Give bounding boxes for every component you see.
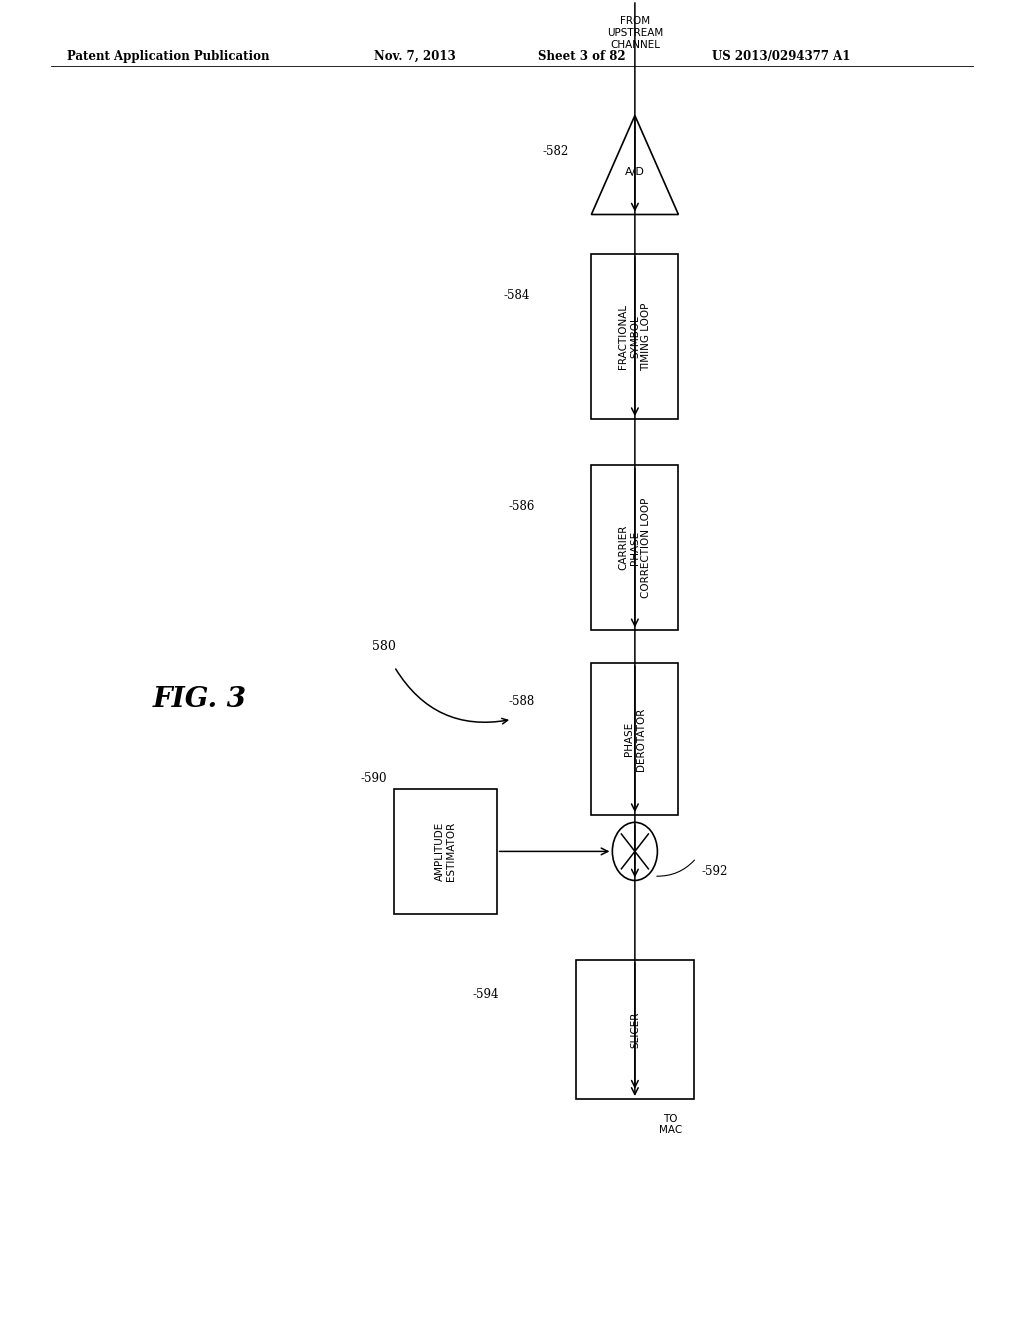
Bar (394, 789, 497, 913)
Polygon shape (592, 116, 678, 214)
Circle shape (612, 822, 657, 880)
Text: AMPLITUDE
ESTIMATOR: AMPLITUDE ESTIMATOR (434, 822, 457, 880)
Bar (592, 663, 678, 814)
Text: TO
MAC: TO MAC (659, 1114, 682, 1135)
Text: -590: -590 (360, 772, 387, 785)
Text: 580: 580 (372, 640, 396, 653)
Text: US 2013/0294377 A1: US 2013/0294377 A1 (712, 50, 850, 63)
Text: Sheet 3 of 82: Sheet 3 of 82 (538, 50, 626, 63)
Text: Nov. 7, 2013: Nov. 7, 2013 (374, 50, 456, 63)
Bar (592, 253, 678, 420)
Text: SLICER: SLICER (630, 1011, 640, 1048)
Text: -588: -588 (509, 694, 535, 708)
Text: CARRIER
PHASE
CORRECTION LOOP: CARRIER PHASE CORRECTION LOOP (618, 498, 651, 598)
Text: -584: -584 (504, 289, 530, 302)
Text: FRACTIONAL
SYMBOL
TIMING LOOP: FRACTIONAL SYMBOL TIMING LOOP (618, 302, 651, 371)
Text: -592: -592 (701, 865, 728, 878)
Text: FROM
UPSTREAM
CHANNEL: FROM UPSTREAM CHANNEL (607, 16, 663, 50)
Text: -586: -586 (509, 500, 535, 513)
Text: -582: -582 (542, 145, 568, 158)
Text: PHASE
DEROTATOR: PHASE DEROTATOR (624, 708, 646, 771)
Bar (592, 466, 678, 631)
Bar (575, 961, 694, 1098)
Text: Patent Application Publication: Patent Application Publication (67, 50, 269, 63)
Text: FIG. 3: FIG. 3 (153, 686, 247, 713)
Text: A/D: A/D (625, 166, 645, 177)
Text: -594: -594 (473, 989, 500, 1002)
